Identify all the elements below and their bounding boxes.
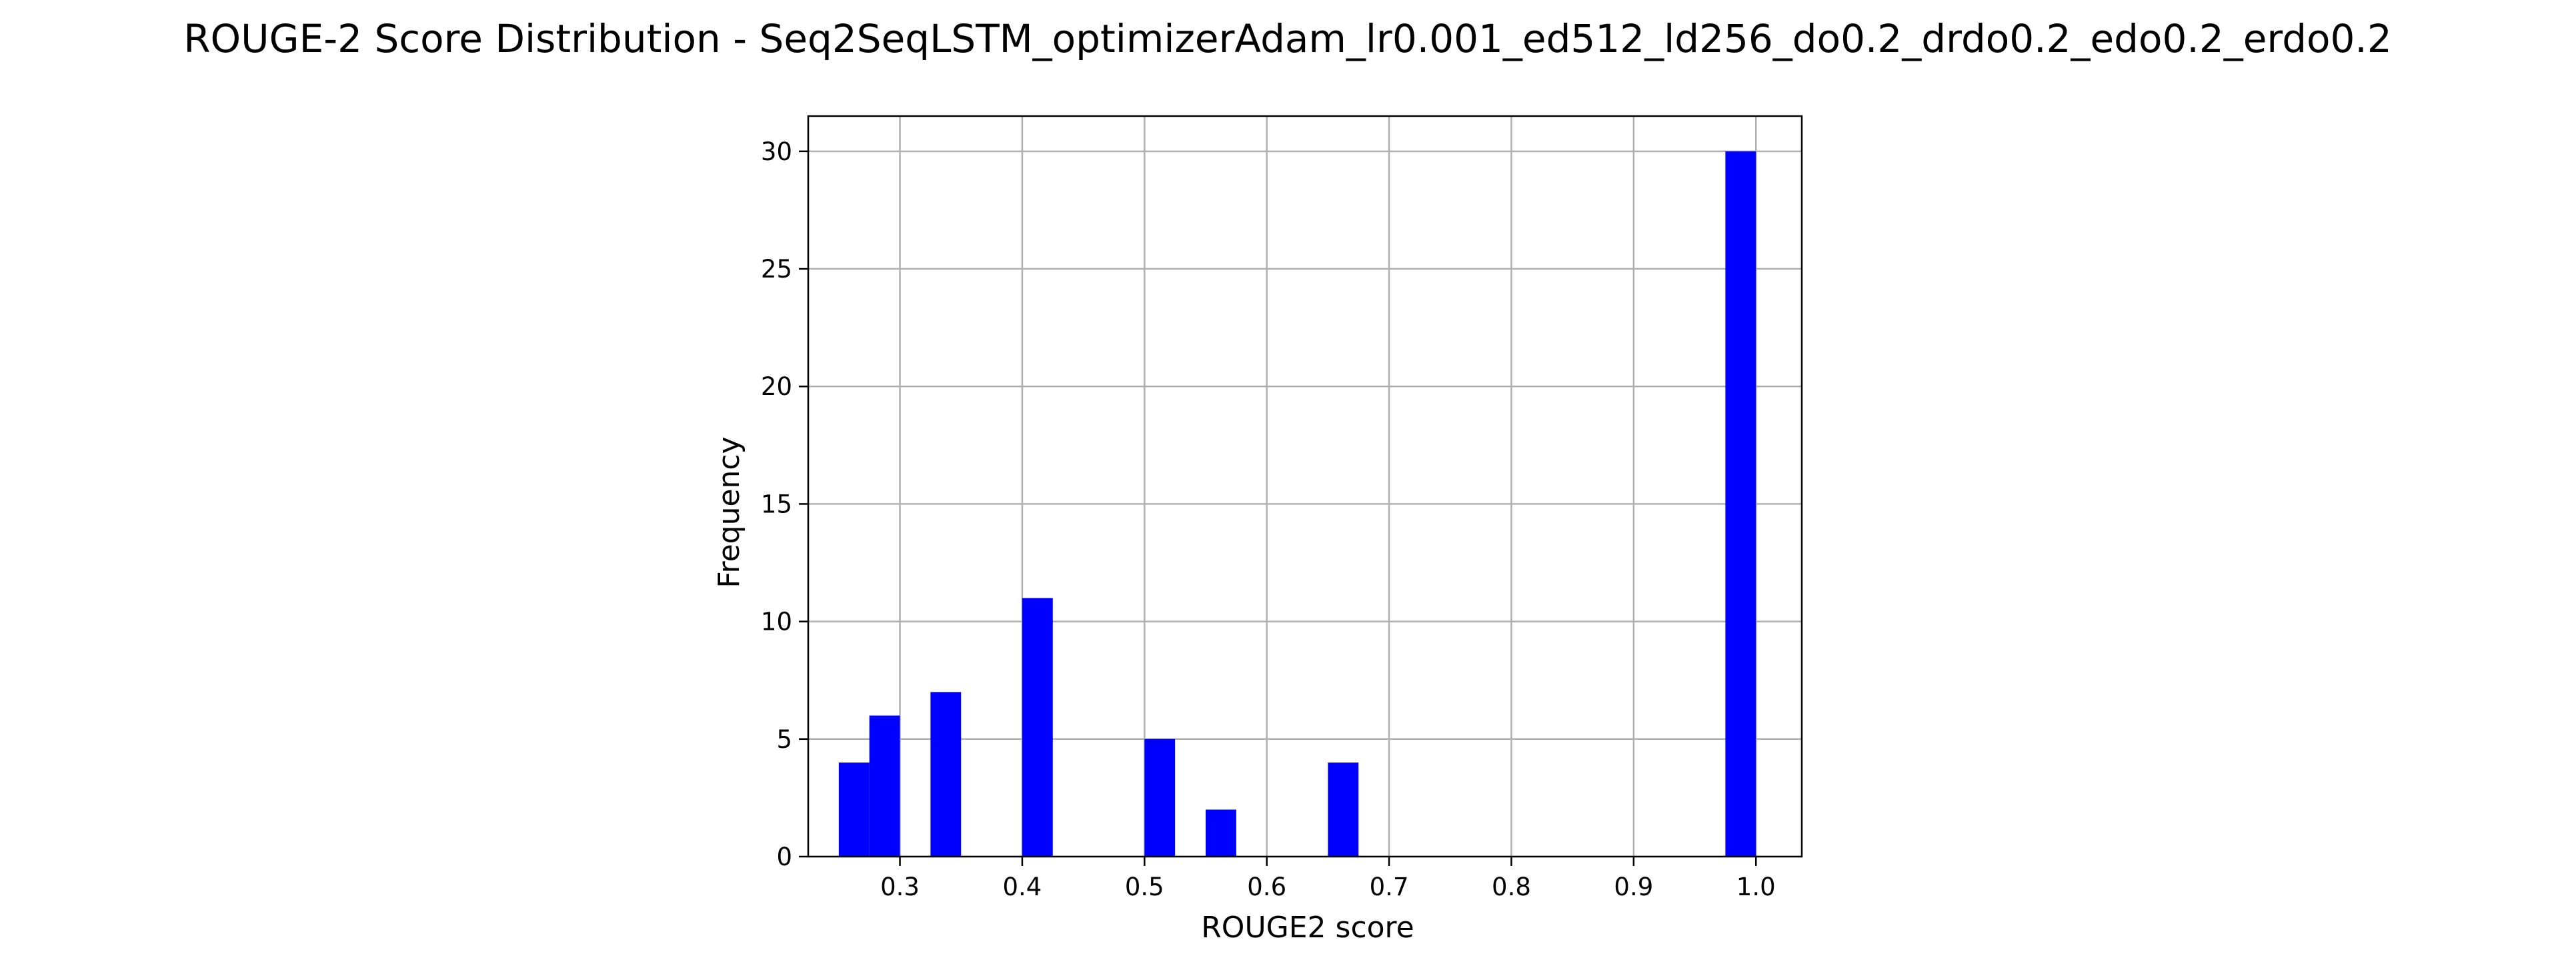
y-tick-label: 5: [776, 725, 792, 754]
x-tick-label: 0.8: [1492, 873, 1531, 901]
x-tick-label: 0.4: [1003, 873, 1042, 901]
chart-title: ROUGE-2 Score Distribution - Seq2SeqLSTM…: [183, 16, 2392, 61]
histogram-bars: [838, 151, 1756, 857]
histogram-bar: [869, 715, 900, 857]
y-tick-label: 0: [776, 843, 792, 871]
x-tick-label: 0.9: [1614, 873, 1653, 901]
histogram-bar: [1725, 151, 1756, 857]
histogram-bar: [1328, 763, 1359, 857]
y-axis-label: Frequency: [712, 436, 746, 588]
y-tick-label: 10: [761, 608, 792, 636]
x-axis-ticks: 0.3 0.4 0.5 0.6 0.7 0.8 0.9 1.0: [880, 857, 1776, 901]
histogram-bar: [1022, 598, 1053, 857]
histogram-bar: [1144, 739, 1176, 857]
y-tick-label: 25: [761, 255, 792, 284]
x-tick-label: 0.5: [1125, 873, 1164, 901]
y-tick-label: 15: [761, 490, 792, 518]
histogram-bar: [930, 692, 962, 857]
y-tick-label: 30: [761, 137, 792, 166]
x-tick-label: 0.3: [880, 873, 920, 901]
y-tick-label: 20: [761, 372, 792, 401]
x-tick-label: 1.0: [1736, 873, 1776, 901]
grid-lines: [808, 116, 1802, 858]
x-tick-label: 0.6: [1247, 873, 1286, 901]
x-axis-label: ROUGE2 score: [1201, 911, 1414, 945]
histogram-bar: [1206, 809, 1236, 857]
plot-area-frame: [807, 115, 1803, 858]
y-axis-ticks: 0 5 10 15 20 25 30: [761, 137, 808, 871]
histogram-bar: [838, 763, 870, 857]
x-tick-label: 0.7: [1370, 873, 1409, 901]
